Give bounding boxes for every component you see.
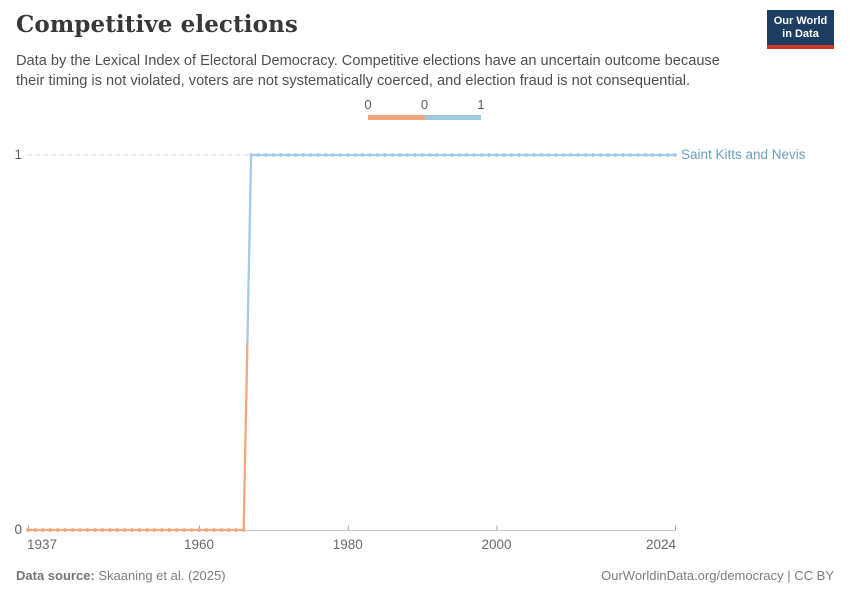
owid-logo-red-bar [767, 45, 834, 49]
x-tick-label: 1980 [332, 537, 363, 552]
owid-logo[interactable]: Our World in Data [767, 10, 834, 49]
data-source: Data source: Skaaning et al. (2025) [16, 568, 226, 583]
data-points [26, 153, 677, 532]
legend-tick-label: 0 [364, 97, 372, 112]
value-legend: 0 0 1 [364, 97, 485, 121]
x-tick-label: 2000 [481, 537, 512, 552]
legend-labels: 0 0 1 [364, 97, 485, 113]
legend-bar [368, 115, 481, 120]
page-title: Competitive elections [16, 11, 298, 38]
owid-license-link[interactable]: OurWorldinData.org/democracy | CC BY [601, 568, 834, 583]
legend-tick-label: 0 [420, 97, 429, 112]
series-line [26, 153, 677, 532]
y-tick-label: 0 [14, 522, 22, 537]
series-label[interactable]: Saint Kitts and Nevis [681, 147, 806, 162]
chart-footer: Data source: Skaaning et al. (2025) OurW… [16, 568, 834, 583]
x-tick-label: 1937 [27, 537, 58, 552]
chart-subtitle: Data by the Lexical Index of Electoral D… [16, 53, 720, 89]
legend-segment-1[interactable] [424, 115, 481, 120]
owid-logo-text: Our World in Data [767, 10, 834, 45]
x-tick-label: 2024 [645, 537, 676, 552]
y-tick-label: 1 [14, 147, 22, 162]
legend-tick-label: 1 [477, 97, 485, 112]
x-tick-label: 1960 [184, 537, 215, 552]
legend-segment-0[interactable] [368, 115, 425, 120]
